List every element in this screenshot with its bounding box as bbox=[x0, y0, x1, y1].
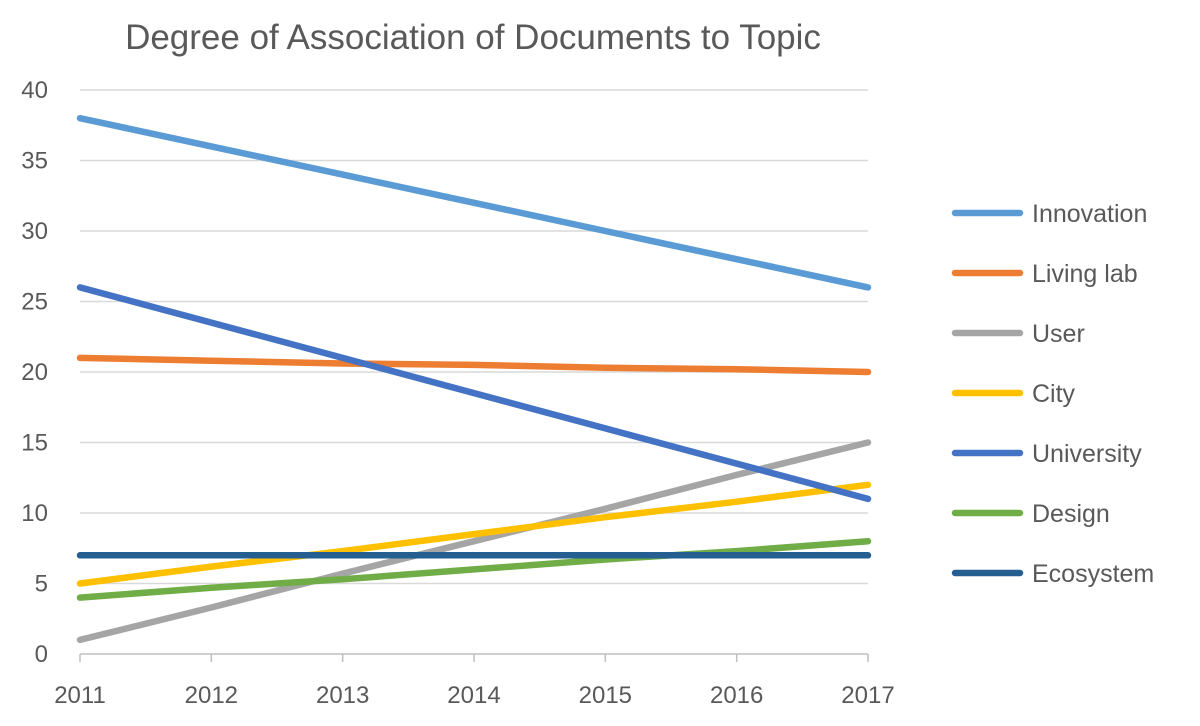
y-tick-label: 35 bbox=[21, 148, 48, 175]
series-line-design bbox=[76, 537, 872, 601]
x-tick-label: 2012 bbox=[185, 682, 238, 709]
legend-label: University bbox=[1032, 440, 1142, 468]
x-tick-label: 2013 bbox=[316, 682, 369, 709]
series-line-university bbox=[76, 284, 872, 503]
x-tick-label: 2017 bbox=[841, 682, 894, 709]
series-line-innovation bbox=[76, 114, 872, 291]
y-tick-label: 5 bbox=[35, 571, 48, 598]
y-tick-label: 25 bbox=[21, 289, 48, 316]
y-tick-label: 15 bbox=[21, 430, 48, 457]
x-tick-label: 2014 bbox=[447, 682, 500, 709]
y-tick-label: 10 bbox=[21, 500, 48, 527]
y-tick-label: 0 bbox=[35, 641, 48, 668]
y-tick-label: 40 bbox=[21, 77, 48, 104]
x-tick-label: 2011 bbox=[54, 682, 106, 709]
y-tick-label: 20 bbox=[21, 359, 48, 386]
series-line-living-lab bbox=[76, 354, 872, 376]
series-line-city bbox=[76, 481, 872, 587]
legend-label: Ecosystem bbox=[1032, 560, 1154, 588]
legend-label: Design bbox=[1032, 500, 1110, 528]
legend-label: User bbox=[1032, 320, 1085, 348]
legend-label: Living lab bbox=[1032, 260, 1138, 288]
x-tick-label: 2015 bbox=[579, 682, 632, 709]
legend-label: Innovation bbox=[1032, 200, 1147, 228]
series-line-user bbox=[76, 439, 872, 644]
y-tick-label: 30 bbox=[21, 218, 48, 245]
legend-label: City bbox=[1032, 380, 1076, 408]
x-tick-label: 2016 bbox=[710, 682, 763, 709]
chart-title: Degree of Association of Documents to To… bbox=[125, 18, 821, 57]
